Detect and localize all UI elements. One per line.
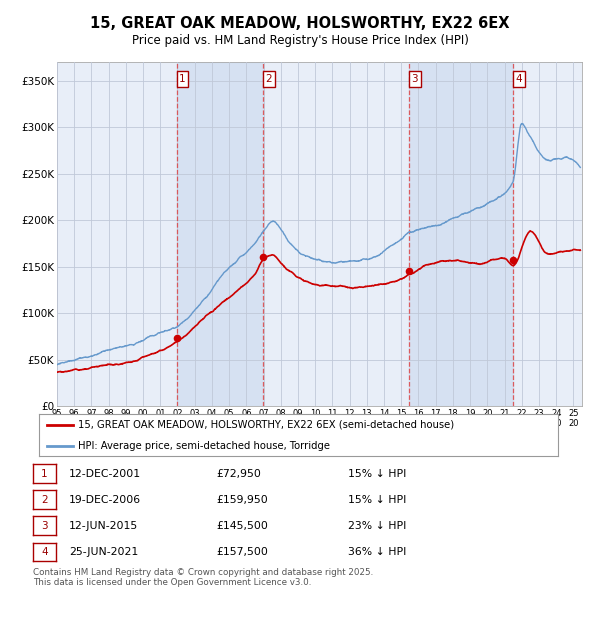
- Text: 1: 1: [179, 74, 186, 84]
- Bar: [176, 62, 263, 406]
- Text: 12-DEC-2001: 12-DEC-2001: [69, 469, 141, 479]
- Text: 19-DEC-2006: 19-DEC-2006: [69, 495, 141, 505]
- Text: 15% ↓ HPI: 15% ↓ HPI: [348, 469, 406, 479]
- Text: 1: 1: [41, 469, 48, 479]
- Text: £145,500: £145,500: [216, 521, 268, 531]
- Text: HPI: Average price, semi-detached house, Torridge: HPI: Average price, semi-detached house,…: [78, 441, 330, 451]
- Text: 2: 2: [266, 74, 272, 84]
- Text: 36% ↓ HPI: 36% ↓ HPI: [348, 547, 406, 557]
- Text: 3: 3: [41, 521, 48, 531]
- Text: 15, GREAT OAK MEADOW, HOLSWORTHY, EX22 6EX (semi-detached house): 15, GREAT OAK MEADOW, HOLSWORTHY, EX22 6…: [78, 420, 454, 430]
- Text: 15, GREAT OAK MEADOW, HOLSWORTHY, EX22 6EX: 15, GREAT OAK MEADOW, HOLSWORTHY, EX22 6…: [90, 16, 510, 30]
- Text: 12-JUN-2015: 12-JUN-2015: [69, 521, 138, 531]
- Text: 15% ↓ HPI: 15% ↓ HPI: [348, 495, 406, 505]
- Text: £157,500: £157,500: [216, 547, 268, 557]
- Text: 4: 4: [515, 74, 522, 84]
- Text: 25-JUN-2021: 25-JUN-2021: [69, 547, 138, 557]
- Text: 23% ↓ HPI: 23% ↓ HPI: [348, 521, 406, 531]
- Text: 3: 3: [412, 74, 418, 84]
- Text: 2: 2: [41, 495, 48, 505]
- Bar: [409, 62, 513, 406]
- Text: Contains HM Land Registry data © Crown copyright and database right 2025.
This d: Contains HM Land Registry data © Crown c…: [33, 568, 373, 587]
- Text: Price paid vs. HM Land Registry's House Price Index (HPI): Price paid vs. HM Land Registry's House …: [131, 34, 469, 47]
- Text: 4: 4: [41, 547, 48, 557]
- Text: £159,950: £159,950: [216, 495, 268, 505]
- Text: £72,950: £72,950: [216, 469, 261, 479]
